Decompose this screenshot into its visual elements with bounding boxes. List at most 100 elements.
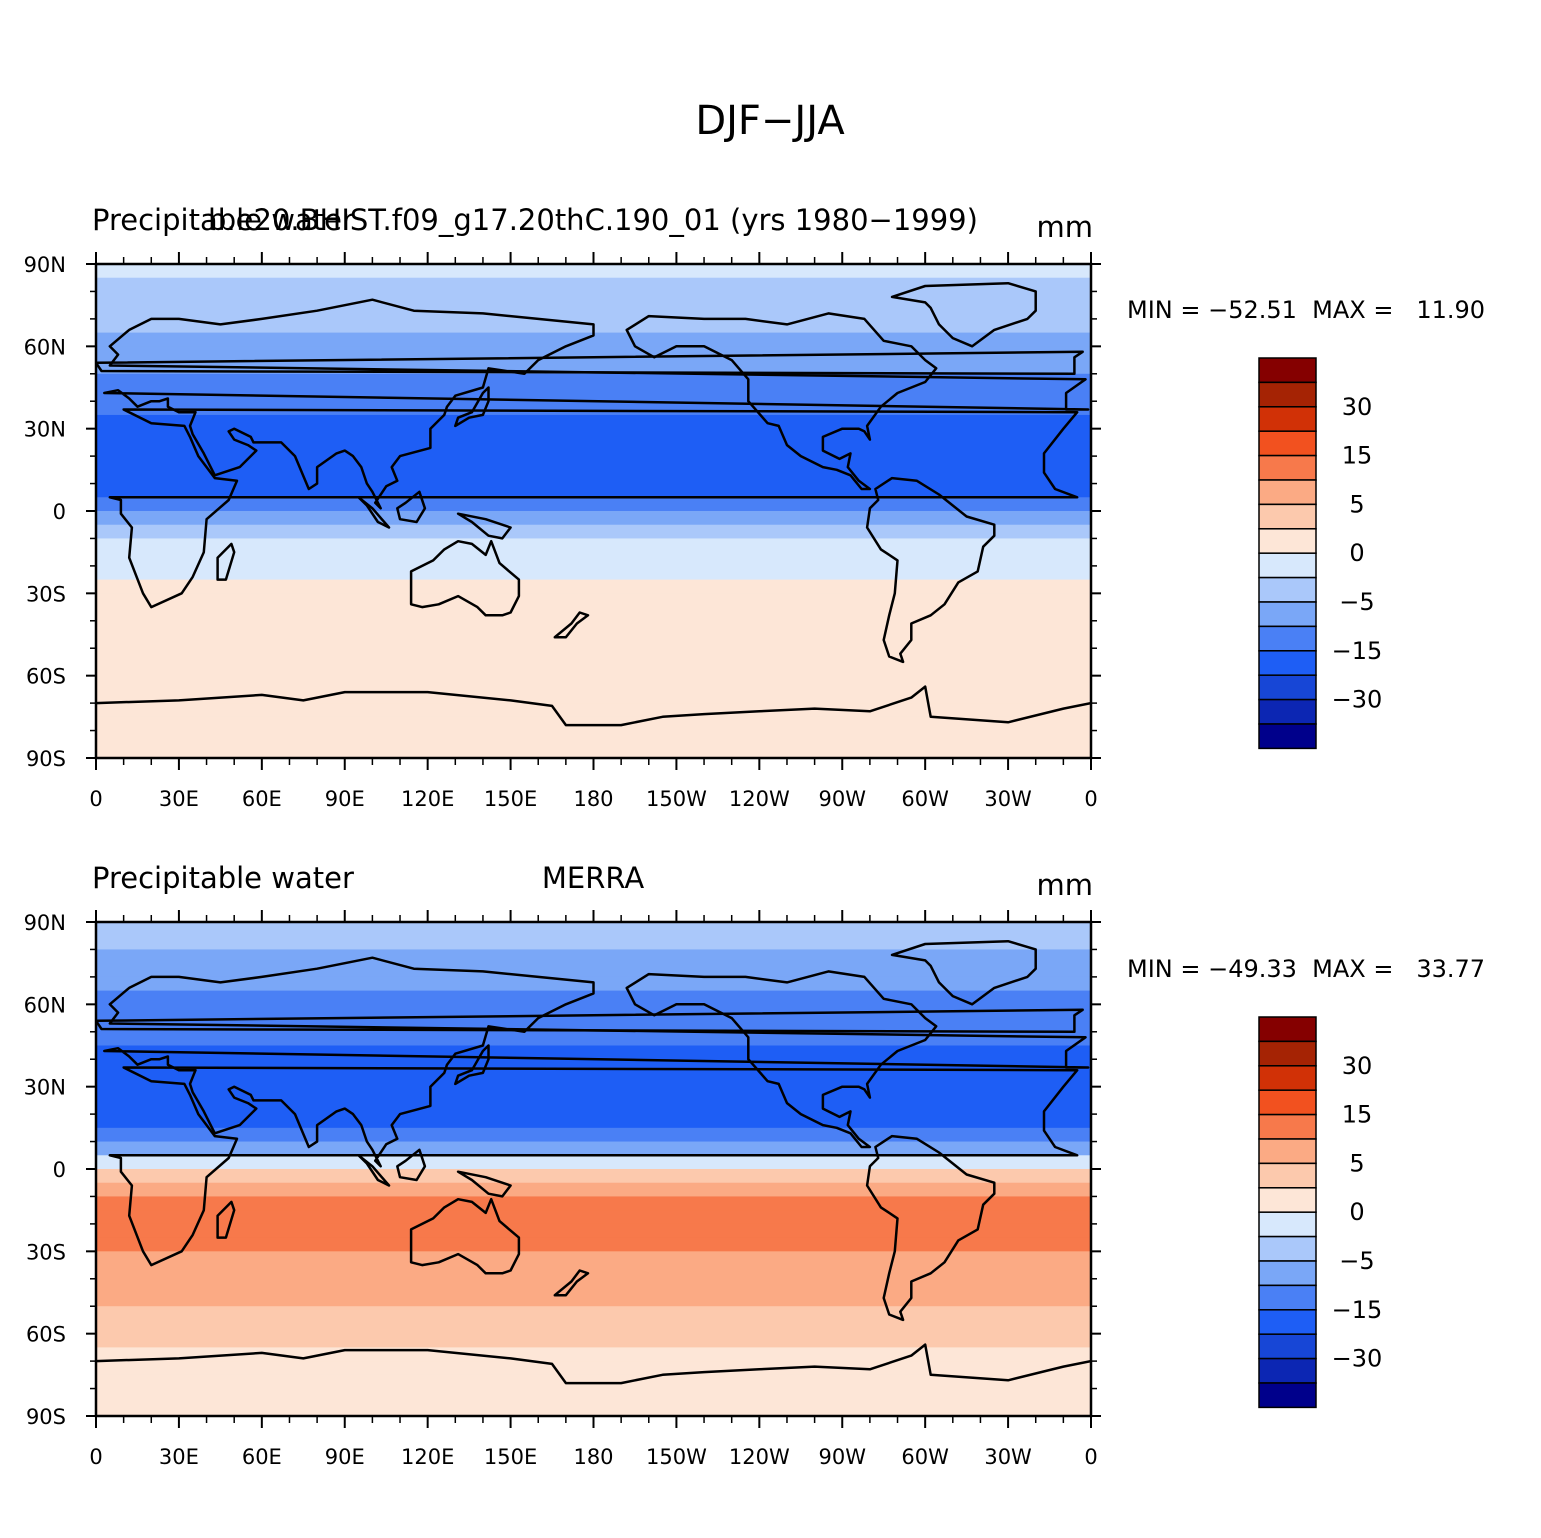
legend-box [1258, 528, 1317, 554]
lon-label: 0 [1084, 787, 1097, 811]
field-band [96, 511, 1091, 526]
greenland-coastline [890, 939, 1037, 1006]
north-america-coastline [625, 312, 938, 491]
field-band [96, 291, 1091, 306]
field-band [96, 1127, 1091, 1143]
field-band [96, 1306, 1091, 1321]
legend-box [1258, 1113, 1317, 1140]
north-america-coastline [625, 970, 938, 1149]
australia-coastline [409, 1197, 521, 1275]
field-band [96, 1086, 1091, 1101]
panel-model: Precipitable waterb.e20.BHIST.f09_g17.20… [24, 203, 1486, 811]
new-guinea-coastline [456, 1170, 512, 1198]
lat-label: 60N [24, 993, 66, 1017]
field-band [96, 1265, 1091, 1280]
lat-label: 30N [24, 418, 66, 442]
panel-center-title: b.e20.BHIST.f09_g17.20thC.190_01 (yrs 19… [208, 203, 978, 237]
legend-box [1258, 503, 1317, 530]
field-band [96, 1114, 1091, 1129]
legend-box [1258, 1016, 1317, 1043]
antarctica-coastline [96, 685, 1091, 727]
legend-box [1258, 723, 1317, 750]
lon-label: 90W [819, 1445, 867, 1469]
australia-coastline [409, 539, 521, 617]
panel-units: mm [1037, 868, 1094, 902]
field-band [96, 373, 1091, 389]
legend-box [1258, 1187, 1317, 1213]
legend-label: −5 [1339, 588, 1374, 616]
legend-box [1258, 1333, 1317, 1360]
field-band [96, 1292, 1091, 1307]
legend-box [1258, 1162, 1317, 1189]
legend-box [1258, 601, 1317, 628]
field-band [96, 1402, 1091, 1416]
legend-box [1258, 430, 1317, 457]
lat-label: 60S [26, 1323, 66, 1347]
field-band [96, 703, 1091, 718]
legend-box [1258, 1309, 1317, 1335]
lon-label: 90E [325, 1445, 365, 1469]
lon-label: 0 [89, 1445, 102, 1469]
legend-box [1258, 1357, 1317, 1384]
legend-box [1258, 1235, 1317, 1262]
lon-label: 30W [984, 1445, 1032, 1469]
field-band [96, 935, 1091, 951]
lon-label: 60E [242, 787, 282, 811]
field-band [96, 661, 1091, 677]
field-band [96, 963, 1091, 978]
lon-label: 0 [89, 787, 102, 811]
field-band [96, 442, 1091, 457]
field-band [96, 1388, 1091, 1403]
precipitable-water-field [96, 264, 1091, 758]
legend-box [1258, 1284, 1317, 1311]
field-band [96, 1182, 1091, 1198]
europe-asia-coastline [103, 956, 1090, 1168]
japan-coastline [454, 386, 490, 428]
lon-label: 150W [646, 1445, 707, 1469]
lon-label: 150E [484, 787, 537, 811]
legend-label: 0 [1349, 539, 1364, 567]
legend-label: 5 [1349, 490, 1364, 518]
lon-label: 180 [573, 787, 613, 811]
lon-label: 60W [901, 787, 949, 811]
field-band [96, 414, 1091, 430]
borneo-coastline [396, 490, 427, 524]
lat-label: 30S [26, 582, 66, 606]
field-band [96, 552, 1091, 567]
field-band [96, 1223, 1091, 1239]
field-band [96, 1100, 1091, 1115]
field-band [96, 1196, 1091, 1211]
precipitable-water-field [96, 922, 1091, 1416]
field-band [96, 538, 1091, 553]
lon-label: 150W [646, 787, 707, 811]
south-america-coastline [865, 476, 996, 664]
legend-box [1258, 1382, 1317, 1409]
legend-box [1258, 650, 1317, 676]
field-band [96, 428, 1091, 443]
lon-label: 120W [729, 1445, 790, 1469]
lon-label: 0 [1084, 1445, 1097, 1469]
legend-label: −15 [1332, 1296, 1383, 1324]
field-band [96, 332, 1091, 347]
lat-label: 0 [53, 1158, 66, 1182]
field-band [96, 675, 1091, 690]
field-band [96, 469, 1091, 485]
figure-title: DJF−JJA [695, 98, 845, 144]
lon-label: 30E [159, 1445, 199, 1469]
japan-coastline [454, 1044, 490, 1086]
lat-label: 90S [26, 1405, 66, 1429]
lat-label: 30S [26, 1240, 66, 1264]
south-america-coastline [865, 1134, 996, 1322]
color-legend: 30 15 5 0 −5 −15 −30 [1258, 1016, 1383, 1409]
lon-label: 120W [729, 787, 790, 811]
sumatra-coastline [357, 1154, 391, 1187]
legend-box [1258, 552, 1317, 579]
legend-label: 15 [1342, 442, 1373, 470]
africa-coastline [108, 408, 1079, 609]
legend-box [1258, 625, 1317, 652]
panel-units: mm [1037, 210, 1094, 244]
field-band [96, 565, 1091, 581]
field-band [96, 346, 1091, 361]
panel-center-title: MERRA [542, 861, 644, 895]
